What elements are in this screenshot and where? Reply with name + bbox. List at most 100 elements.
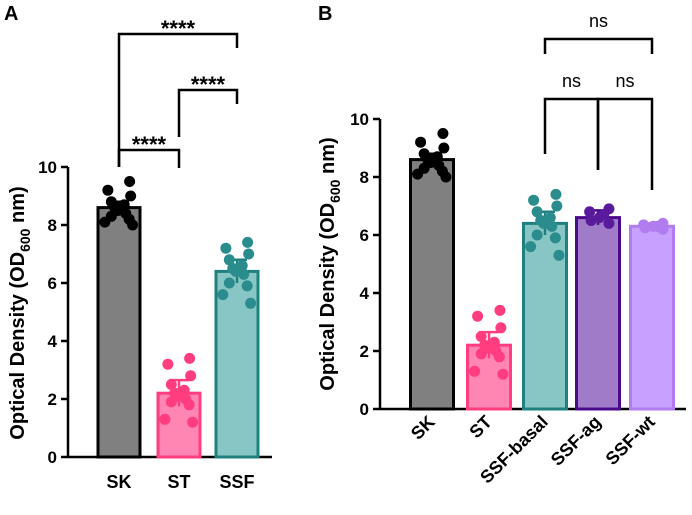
panel-b-y-tick-label: 6 (360, 226, 369, 245)
panel-a-x-tick-label: SK (106, 472, 131, 492)
panel-a-y-tick-label: 6 (48, 274, 57, 293)
panel-a-data-point (238, 268, 250, 280)
panel-b-data-point (415, 136, 427, 148)
panel-a-data-point (124, 176, 136, 187)
panel-a-bar-sk (96, 206, 142, 459)
panel-a-y-axis-label: Optical Density (OD600 nm) (7, 186, 33, 439)
panel-a: A Optical Density (OD600 nm) 0 2 4 6 8 10 SK ST… (4, 3, 272, 492)
panel-b-data-point (546, 220, 558, 232)
panel-a-x-tick-label: ST (167, 472, 190, 492)
panel-b-data-point (639, 222, 651, 234)
panel-a-data-point (185, 370, 197, 382)
panel-b-bar-sk (409, 158, 455, 411)
panel-a-y-tick-label: 10 (38, 158, 57, 177)
panel-a-data-point (187, 416, 199, 428)
panel-b-y-tick-label: 0 (360, 400, 369, 419)
panel-a-data-point (183, 399, 195, 411)
panel-b-significance-bracket (543, 37, 654, 54)
panel-a-y-axis-label-main: Optical Density (OD (7, 252, 29, 440)
panel-b-significance-label: ns (615, 71, 634, 91)
panel-a-data-point (127, 219, 139, 231)
panel-b-data-point (494, 304, 506, 316)
panel-a-data-point (125, 190, 137, 202)
panel-b-data-point (531, 206, 543, 218)
panel-b-x-tick-label: SSF-ag (547, 412, 605, 470)
panel-a-significance-label: **** (191, 72, 226, 97)
panel-b-data-point (549, 232, 561, 244)
panel-b-letter: B (318, 3, 332, 25)
panel-b-data-point (531, 229, 543, 241)
panel-b-data-point (440, 171, 452, 183)
panel-a-data-point (243, 248, 255, 260)
panel-a-y-tick-label: 0 (48, 448, 57, 467)
panel-b-data-point (495, 322, 507, 334)
panel-a-data-point (242, 236, 254, 248)
panel-a-data-point (220, 242, 232, 254)
panel-b-data-point (585, 215, 597, 226)
panel-a-data-point (241, 280, 253, 292)
panel-a-plot: 0 2 4 6 8 10 SK ST SSF **** **** **** (38, 16, 272, 492)
panel-a-y-axis-label-tail: nm) (7, 186, 29, 228)
panel-b-significance-label: ns (562, 71, 581, 91)
panel-b-data-point (493, 351, 505, 363)
panel-a-data-point (165, 396, 177, 408)
panel-a-y-axis-label-sub: 600 (17, 228, 33, 252)
panel-a-significance-bracket (117, 148, 181, 168)
panel-b-data-point (475, 331, 487, 342)
panel-b-x-tick-label: ST (465, 412, 495, 442)
panel-b-data-point (553, 249, 565, 261)
panel-a-data-point (223, 254, 235, 266)
panel-b-data-point (603, 217, 615, 229)
panel-b-bar-ssf-ag (575, 216, 621, 411)
panel-a-significance-label: **** (132, 132, 167, 157)
panel-b-data-point (412, 168, 424, 180)
panel-a-data-point (245, 297, 257, 309)
panel-a-data-point (223, 277, 235, 289)
panel-b-data-point (584, 206, 596, 218)
panel-a-data-point (165, 379, 177, 390)
panel-b-significance-label: ns (589, 11, 608, 31)
panel-b: B Optical Density (OD600 nm) 0 2 4 6 8 10 SK ST… (317, 3, 686, 487)
panel-b-significance-bracket (596, 97, 654, 190)
panel-b-data-point (469, 365, 481, 377)
panel-a-data-point (184, 352, 196, 364)
panel-b-data-point (657, 223, 669, 235)
panel-b-y-axis-label: Optical Density (OD600 nm) (317, 137, 343, 390)
panel-a-data-point (102, 184, 114, 196)
panel-b-bar-ssf-wt (629, 224, 675, 411)
panel-a-significance-bracket (117, 32, 239, 167)
panel-a-significance-label: **** (161, 16, 196, 41)
panel-a-x-tick-label: SSF (219, 472, 254, 492)
panel-b-y-tick-label: 10 (350, 110, 369, 129)
panel-b-data-point (472, 310, 484, 322)
panel-a-y-tick-label: 8 (48, 216, 57, 235)
panel-b-data-point (475, 348, 487, 360)
panel-b-y-tick-label: 4 (360, 284, 370, 303)
panel-b-data-point (525, 241, 537, 253)
panel-a-significance-bracket (177, 88, 239, 137)
panel-b-data-point (550, 188, 562, 200)
panel-b-x-tick-label: SSF-wt (602, 412, 659, 469)
panel-b-y-axis-label-tail: nm) (317, 137, 339, 179)
panel-b-data-point (437, 128, 449, 139)
panel-a-data-point (159, 413, 171, 425)
panel-b-y-tick-label: 8 (360, 168, 369, 187)
panel-b-y-axis-label-sub: 600 (327, 179, 343, 203)
panel-b-significance-bracket (543, 97, 600, 170)
panel-a-letter: A (4, 3, 18, 25)
panel-b-data-point (551, 200, 563, 212)
panel-b-x-tick-label: SK (407, 412, 439, 444)
panel-a-y-tick-label: 4 (48, 332, 58, 351)
panel-b-data-point (438, 142, 450, 154)
panel-b-y-axis-label-main: Optical Density (OD (317, 203, 339, 391)
panel-a-data-point (162, 358, 174, 370)
panel-a-data-point (99, 216, 111, 228)
panel-b-data-point (647, 220, 659, 232)
panel-a-y-tick-label: 2 (48, 390, 57, 409)
panel-b-y-tick-label: 2 (360, 342, 369, 361)
panel-b-data-point (497, 368, 509, 380)
panel-b-data-point (528, 194, 540, 206)
panel-a-data-point (217, 289, 229, 301)
